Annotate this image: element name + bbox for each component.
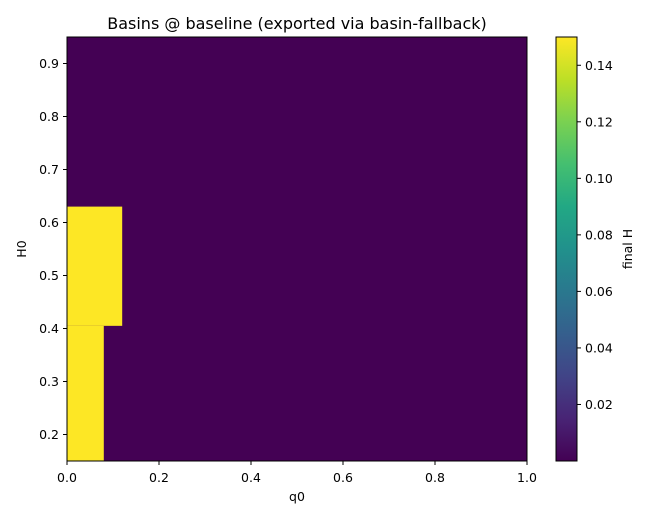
y-tick-label: 0.2 [39, 427, 59, 442]
x-axis-label: q0 [289, 489, 305, 504]
chart-title: Basins @ baseline (exported via basin-fa… [107, 14, 487, 33]
y-tick-label: 0.3 [39, 374, 59, 389]
x-tick-label: 1.0 [517, 470, 537, 485]
x-tick-label: 0.0 [57, 470, 77, 485]
heatmap-regions [67, 206, 123, 461]
x-tick-label: 0.8 [425, 470, 445, 485]
heatmap-background [67, 37, 527, 461]
colorbar-tick-label: 0.02 [585, 397, 613, 412]
colorbar-ticks: 0.02 0.04 0.06 0.08 0.10 0.12 0.14 [577, 58, 613, 412]
y-tick-label: 0.8 [39, 109, 59, 124]
colorbar-tick-label: 0.12 [585, 114, 613, 129]
y-axis-label: H0 [14, 240, 29, 257]
x-tick-label: 0.4 [241, 470, 261, 485]
heatmap-region-1 [67, 206, 123, 326]
colorbar-tick-label: 0.08 [585, 227, 613, 242]
x-axis: 0.0 0.2 0.4 0.6 0.8 1.0 [57, 461, 537, 485]
colorbar-gradient [556, 37, 577, 461]
y-tick-label: 0.4 [39, 321, 59, 336]
y-tick-label: 0.7 [39, 162, 59, 177]
heatmap-region-0 [67, 325, 104, 461]
y-tick-label: 0.6 [39, 215, 59, 230]
x-tick-label: 0.2 [149, 470, 169, 485]
plot-area [66, 36, 528, 462]
x-tick-label: 0.6 [333, 470, 353, 485]
colorbar-tick-label: 0.10 [585, 171, 613, 186]
colorbar-tick-label: 0.04 [585, 340, 613, 355]
y-tick-label: 0.9 [39, 56, 59, 71]
colorbar-frame [555, 36, 578, 462]
plot-frame [66, 36, 528, 462]
colorbar: 0.02 0.04 0.06 0.08 0.10 0.12 0.14 final H [555, 36, 635, 462]
colorbar-tick-label: 0.06 [585, 284, 613, 299]
colorbar-label: final H [620, 229, 635, 269]
y-tick-label: 0.5 [39, 268, 59, 283]
colorbar-tick-label: 0.14 [585, 58, 613, 73]
y-axis: 0.2 0.3 0.4 0.5 0.6 0.7 0.8 0.9 [39, 56, 67, 442]
